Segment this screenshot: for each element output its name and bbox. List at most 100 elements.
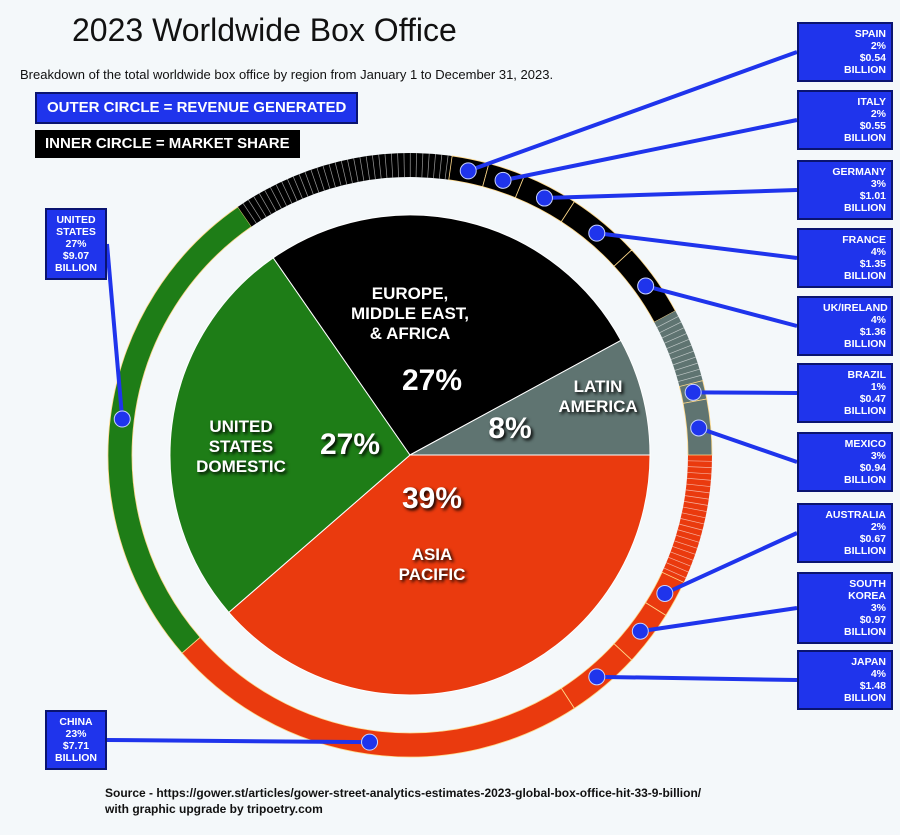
ring-stripe — [666, 562, 689, 573]
ring-stripe — [298, 173, 309, 197]
callout-line — [640, 606, 798, 634]
callout-share-label: 23% — [65, 728, 87, 740]
callout-share-label: 4% — [870, 668, 886, 680]
callout-dot — [684, 383, 702, 401]
ring-stripe — [334, 162, 342, 186]
ring-stripe — [310, 169, 320, 193]
callout: AUSTRALIA 2% $0.67 BILLION — [797, 503, 893, 563]
callout-share-label: 3% — [870, 450, 886, 462]
callout-revenue-label: $1.48 BILLION — [844, 680, 886, 704]
callout: ITALY 2% $0.55 BILLION — [797, 90, 893, 150]
ring-stripe — [269, 187, 282, 209]
callout-share-label: 4% — [870, 314, 886, 326]
ring-stripe — [670, 551, 694, 561]
ring-stripe — [668, 557, 691, 567]
ring-stripe — [275, 184, 287, 207]
ring-stripe — [678, 374, 702, 382]
ring-stripe — [353, 158, 359, 182]
ring-stripe — [427, 153, 430, 178]
ring-stripe — [683, 506, 707, 512]
callout-name: UK/IRELAND — [823, 302, 888, 314]
callout-revenue-label: $0.47 BILLION — [844, 393, 886, 417]
ring-stripe — [684, 501, 708, 506]
callout-share-label: 27% — [65, 238, 87, 250]
ring-stripe — [687, 466, 712, 468]
ring-stripe — [242, 203, 257, 224]
legend-outer: OUTER CIRCLE = REVENUE GENERATED — [35, 92, 359, 124]
ring-stripe — [347, 159, 353, 184]
ring-stripe — [670, 350, 694, 360]
callout-name: ITALY — [857, 96, 886, 108]
ring-stripe — [316, 167, 325, 191]
callout-line — [106, 738, 370, 745]
callout-revenue-label: $0.94 BILLION — [844, 462, 886, 486]
ring-stripe — [397, 153, 399, 178]
ring-country — [107, 206, 253, 654]
ring-stripe — [659, 321, 682, 333]
callout-share-label: 2% — [870, 108, 886, 120]
slice-label: LATIN AMERICA — [558, 377, 638, 416]
ring-stripe — [322, 165, 331, 189]
callout-name: GERMANY — [832, 166, 886, 178]
callout: UK/IRELAND 4% $1.36 BILLION — [797, 296, 893, 356]
ring-stripe — [686, 477, 711, 481]
callout-revenue-label: $1.35 BILLION — [844, 258, 886, 282]
callout-revenue-label: $0.97 BILLION — [844, 614, 886, 638]
callout-line — [693, 390, 798, 395]
callout-line — [544, 188, 798, 201]
callout-share-label: 2% — [870, 40, 886, 52]
callout-line — [467, 50, 798, 173]
callout: JAPAN 4% $1.48 BILLION — [797, 650, 893, 710]
callout-line — [663, 531, 798, 596]
ring-stripe — [248, 199, 262, 221]
callout-name: FRANCE — [842, 234, 886, 246]
ring-stripe — [661, 327, 685, 339]
ring-stripe — [378, 154, 382, 179]
ring-stripe — [677, 529, 701, 537]
callout: UNITED STATES 27% $9.07 BILLION — [45, 208, 107, 280]
callout-dot — [361, 733, 379, 751]
callout-revenue-label: $0.54 BILLION — [844, 52, 886, 76]
ring-stripe — [384, 154, 388, 178]
ring-stripe — [686, 483, 711, 487]
ring-stripe — [281, 181, 293, 204]
slice-value-label: 39% — [401, 482, 463, 515]
ring-stripe — [674, 540, 698, 549]
slice-label: UNITED STATES DOMESTIC — [196, 417, 286, 476]
callout-dot — [588, 224, 606, 242]
callout: SPAIN 2% $0.54 BILLION — [797, 22, 893, 82]
ring-stripe — [674, 362, 698, 371]
callout-line — [502, 118, 798, 183]
ring-stripe — [359, 157, 365, 181]
ring-stripe — [444, 155, 449, 180]
callout-share-label: 1% — [870, 381, 886, 393]
pie-slice — [272, 214, 622, 456]
ring-stripe — [672, 356, 696, 366]
callout-dot — [494, 171, 512, 189]
pie-slice — [169, 257, 411, 614]
pie-slice — [409, 339, 651, 456]
ring-stripe — [253, 196, 267, 218]
callout-name: SOUTH KOREA — [848, 578, 886, 602]
ring-stripe — [687, 472, 712, 475]
slice-label: ASIA PACIFIC — [398, 545, 466, 584]
callout-dot — [631, 622, 649, 640]
callout-name: SPAIN — [854, 28, 886, 40]
ring-stripe — [681, 512, 706, 519]
callout-dot — [459, 162, 477, 180]
callout: GERMANY 3% $1.01 BILLION — [797, 160, 893, 220]
ring-stripe — [680, 518, 705, 525]
callout-name: MEXICO — [844, 438, 886, 450]
ring-stripe — [664, 333, 687, 344]
ring-stripe — [287, 178, 298, 202]
callout-revenue-label: $9.07 BILLION — [55, 250, 97, 274]
callout-revenue-label: $7.71 BILLION — [55, 740, 97, 764]
source: Source - https://gower.st/articles/gower… — [105, 786, 702, 800]
callout-share-label: 2% — [870, 521, 886, 533]
callout-revenue-label: $1.01 BILLION — [844, 190, 886, 214]
ring-stripe — [264, 190, 277, 212]
callout-name: JAPAN — [851, 656, 886, 668]
slice-value-label: 8% — [488, 412, 532, 445]
legend-inner: INNER CIRCLE = MARKET SHARE — [35, 130, 300, 158]
